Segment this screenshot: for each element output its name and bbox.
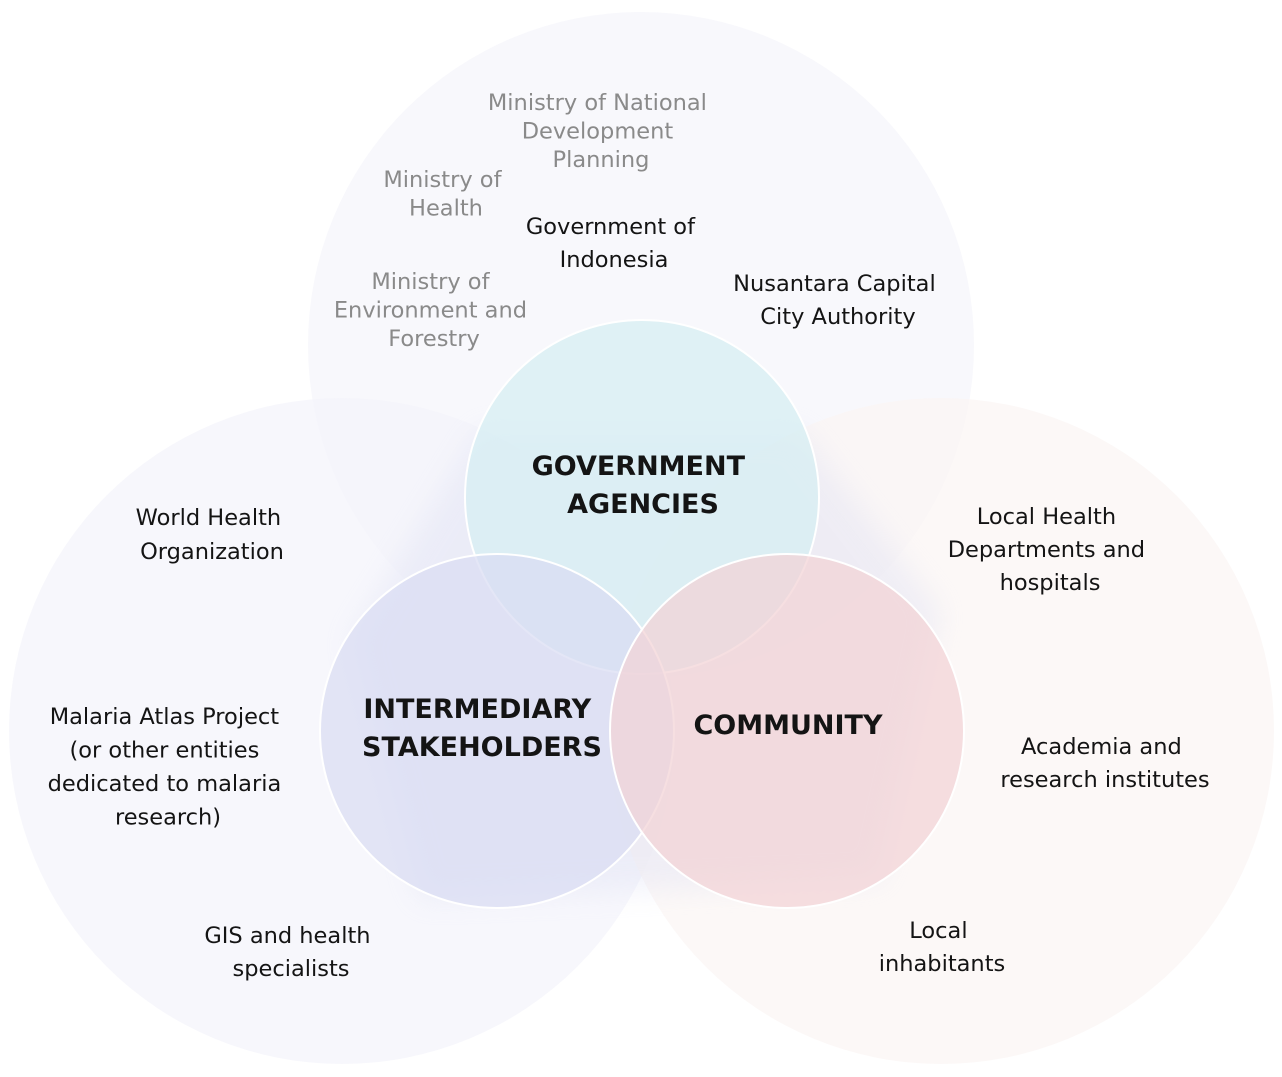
intermediary-stakeholders-label: INTERMEDIARY STAKEHOLDERS bbox=[362, 694, 602, 763]
stakeholder-line: Environment and bbox=[334, 298, 527, 324]
stakeholder-line: GIS and health bbox=[204, 923, 370, 949]
stakeholder-nusantara-capital-city-authority: Nusantara Capital City Authority bbox=[733, 271, 943, 330]
stakeholder-line: Government of bbox=[526, 214, 696, 240]
stakeholder-line: Forestry bbox=[388, 326, 480, 352]
government-label-line-1: GOVERNMENT bbox=[532, 451, 746, 482]
stakeholder-line: Ministry of National bbox=[488, 90, 707, 116]
stakeholder-line: inhabitants bbox=[879, 951, 1006, 977]
stakeholder-line: World Health bbox=[136, 505, 282, 531]
community-label: COMMUNITY bbox=[693, 710, 882, 741]
stakeholder-world-health-organization: World Health Organization bbox=[136, 505, 289, 565]
intermediary-label-line-1: INTERMEDIARY bbox=[363, 694, 591, 725]
stakeholder-line: Ministry of bbox=[383, 167, 502, 193]
stakeholder-line: Local Health bbox=[977, 504, 1116, 530]
stakeholder-line: City Authority bbox=[760, 304, 915, 330]
stakeholder-line: Academia and bbox=[1021, 734, 1182, 760]
stakeholder-malaria-atlas-project: Malaria Atlas Project (or other entities… bbox=[48, 704, 289, 831]
stakeholder-ministry-of-health: Ministry of Health bbox=[383, 167, 508, 222]
stakeholder-line: Ministry of bbox=[371, 269, 490, 295]
stakeholder-line: (or other entities bbox=[69, 738, 259, 764]
stakeholder-line: dedicated to malaria bbox=[48, 771, 282, 797]
stakeholder-government-of-indonesia: Government of Indonesia bbox=[526, 214, 702, 273]
stakeholder-line: Local bbox=[909, 918, 967, 944]
intermediary-label-line-2: STAKEHOLDERS bbox=[362, 732, 602, 763]
stakeholder-line: hospitals bbox=[1000, 570, 1101, 596]
stakeholder-line: Nusantara Capital bbox=[733, 271, 936, 297]
stakeholder-ministry-national-development-planning: Ministry of National Development Plannin… bbox=[488, 90, 714, 173]
stakeholder-line: research) bbox=[115, 805, 221, 831]
stakeholder-line: Departments and bbox=[948, 537, 1145, 563]
stakeholder-academia-research-institutes: Academia and research institutes bbox=[1000, 734, 1209, 793]
community-core-circle bbox=[609, 553, 965, 909]
stakeholder-line: research institutes bbox=[1000, 767, 1209, 793]
community-label-line-1: COMMUNITY bbox=[693, 710, 882, 741]
stakeholder-ministry-environment-forestry: Ministry of Environment and Forestry bbox=[334, 269, 534, 352]
government-label-line-2: AGENCIES bbox=[567, 489, 719, 520]
stakeholder-gis-health-specialists: GIS and health specialists bbox=[204, 923, 377, 982]
stakeholder-line: Development bbox=[522, 119, 674, 145]
stakeholder-line: Health bbox=[409, 196, 483, 222]
stakeholder-line: Malaria Atlas Project bbox=[50, 704, 280, 730]
stakeholder-line: Organization bbox=[140, 539, 284, 565]
stakeholder-line: Indonesia bbox=[560, 247, 669, 273]
government-agencies-label: GOVERNMENT AGENCIES bbox=[532, 451, 755, 520]
stakeholder-local-inhabitants: Local inhabitants bbox=[879, 918, 1006, 977]
stakeholder-line: Planning bbox=[553, 147, 650, 173]
stakeholder-line: specialists bbox=[232, 956, 349, 982]
stakeholder-local-health-departments-hospitals: Local Health Departments and hospitals bbox=[948, 504, 1153, 596]
